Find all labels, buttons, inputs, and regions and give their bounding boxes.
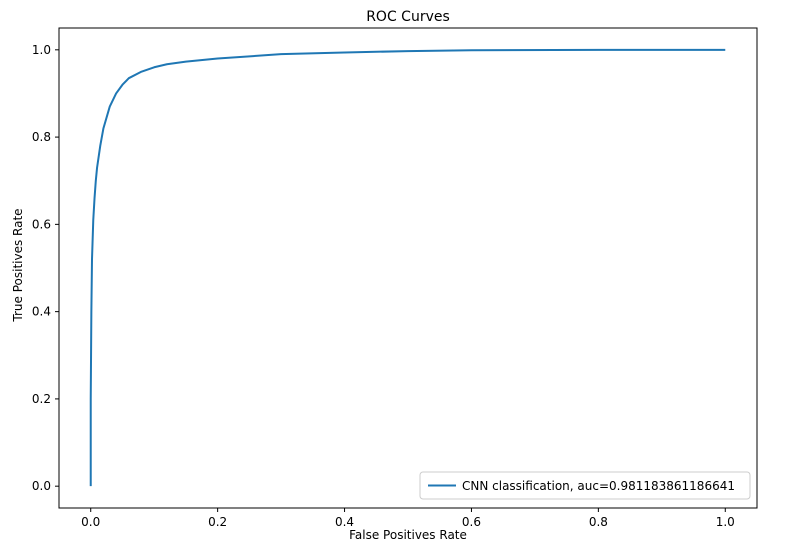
roc-series-line: [89, 48, 726, 487]
plot-frame: [58, 27, 758, 509]
y-tick-label: 0.4: [32, 305, 51, 319]
legend: CNN classification, auc=0.98118386118664…: [419, 471, 751, 500]
chart-title: ROC Curves: [366, 9, 450, 25]
x-axis-label: False Positives Rate: [349, 528, 467, 542]
y-axis-label: True Positives Rate: [11, 208, 25, 322]
y-tick-label: 0.8: [32, 130, 51, 144]
y-tick-label: 0.0: [32, 479, 51, 493]
x-tick-label: 0.6: [462, 515, 481, 529]
x-tick-label: 0.0: [81, 515, 100, 529]
x-tick-label: 0.2: [208, 515, 227, 529]
y-tick-label: 0.6: [32, 217, 51, 231]
plot-area: 0.0 0.2 0.4 0.6 0.8 1.0 0.0 0.2 0.4 0.6 0.8 1.0: [32, 27, 758, 529]
y-tick-label: 0.2: [32, 392, 51, 406]
legend-label: CNN classification, auc=0.98118386118664…: [462, 479, 735, 493]
y-tick-label: 1.0: [32, 43, 51, 57]
legend-box: [419, 471, 751, 500]
x-tick-label: 0.8: [589, 515, 608, 529]
x-tick-label: 0.4: [335, 515, 354, 529]
x-tick-label: 1.0: [716, 515, 735, 529]
